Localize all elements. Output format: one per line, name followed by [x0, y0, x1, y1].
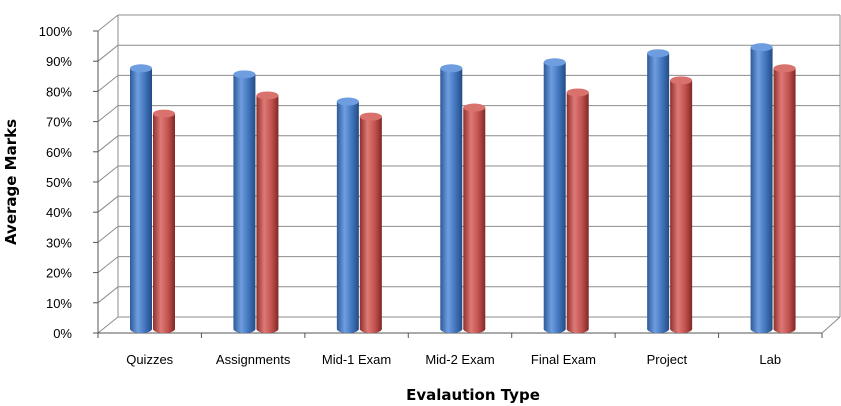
floor-right-edge: [821, 316, 841, 334]
y-tick-label: 10%: [46, 296, 72, 311]
bar: [233, 70, 256, 333]
y-tick-label: 100%: [39, 24, 73, 39]
y-tick-labels: 0% 10% 20% 30% 40% 50% 60% 70% 80% 90% 100%: [39, 24, 73, 341]
x-tick-label: Lab: [759, 352, 781, 367]
y-tick-label: 80%: [46, 84, 72, 99]
x-tick-labels: Quizzes Assignments Mid-1 Exam Mid-2 Exam Fi…: [126, 352, 781, 367]
bar: [440, 64, 463, 333]
gridline-side: [97, 286, 119, 304]
bar: [773, 64, 796, 333]
bar: [153, 109, 175, 333]
y-tick-label: 70%: [46, 115, 72, 130]
bar: [566, 88, 589, 333]
gridline-side: [97, 195, 119, 213]
x-tick-label: Assignments: [216, 352, 291, 367]
gridline-side: [97, 256, 119, 273]
bars: [130, 43, 796, 333]
gridline-side: [97, 316, 119, 334]
bar: [670, 76, 693, 333]
y-tick-label: 90%: [46, 54, 72, 69]
bar: [543, 58, 566, 333]
x-tick-label: Project: [647, 352, 688, 367]
gridline-side: [97, 44, 119, 62]
y-axis-title: Average Marks: [2, 119, 20, 245]
y-tick-label: 60%: [46, 145, 72, 160]
x-tick-label: Mid-2 Exam: [425, 352, 494, 367]
y-tick-label: 50%: [46, 175, 72, 190]
bar: [750, 43, 773, 333]
bar: [336, 97, 359, 333]
x-axis-title: Evalaution Type: [406, 386, 540, 404]
axes: [93, 15, 841, 338]
gridline-side: [97, 226, 119, 243]
bar: [647, 49, 670, 333]
x-tick-label: Mid-1 Exam: [322, 352, 391, 367]
gridline-side: [97, 165, 119, 183]
y-tick-label: 20%: [46, 266, 72, 281]
gridline-side: [97, 105, 119, 122]
y-tick-label: 40%: [46, 205, 72, 220]
y-tick-label: 0%: [53, 326, 72, 341]
x-tick-label: Quizzes: [126, 352, 173, 367]
x-tick-label: Final Exam: [531, 352, 596, 367]
gridline-side: [97, 75, 119, 92]
gridline-side: [97, 14, 119, 32]
bar: [256, 91, 279, 333]
y-tick-label: 30%: [46, 235, 72, 250]
gridline-side: [97, 135, 119, 153]
bar: [463, 103, 486, 333]
bar: [130, 64, 152, 333]
bar: [359, 112, 382, 333]
